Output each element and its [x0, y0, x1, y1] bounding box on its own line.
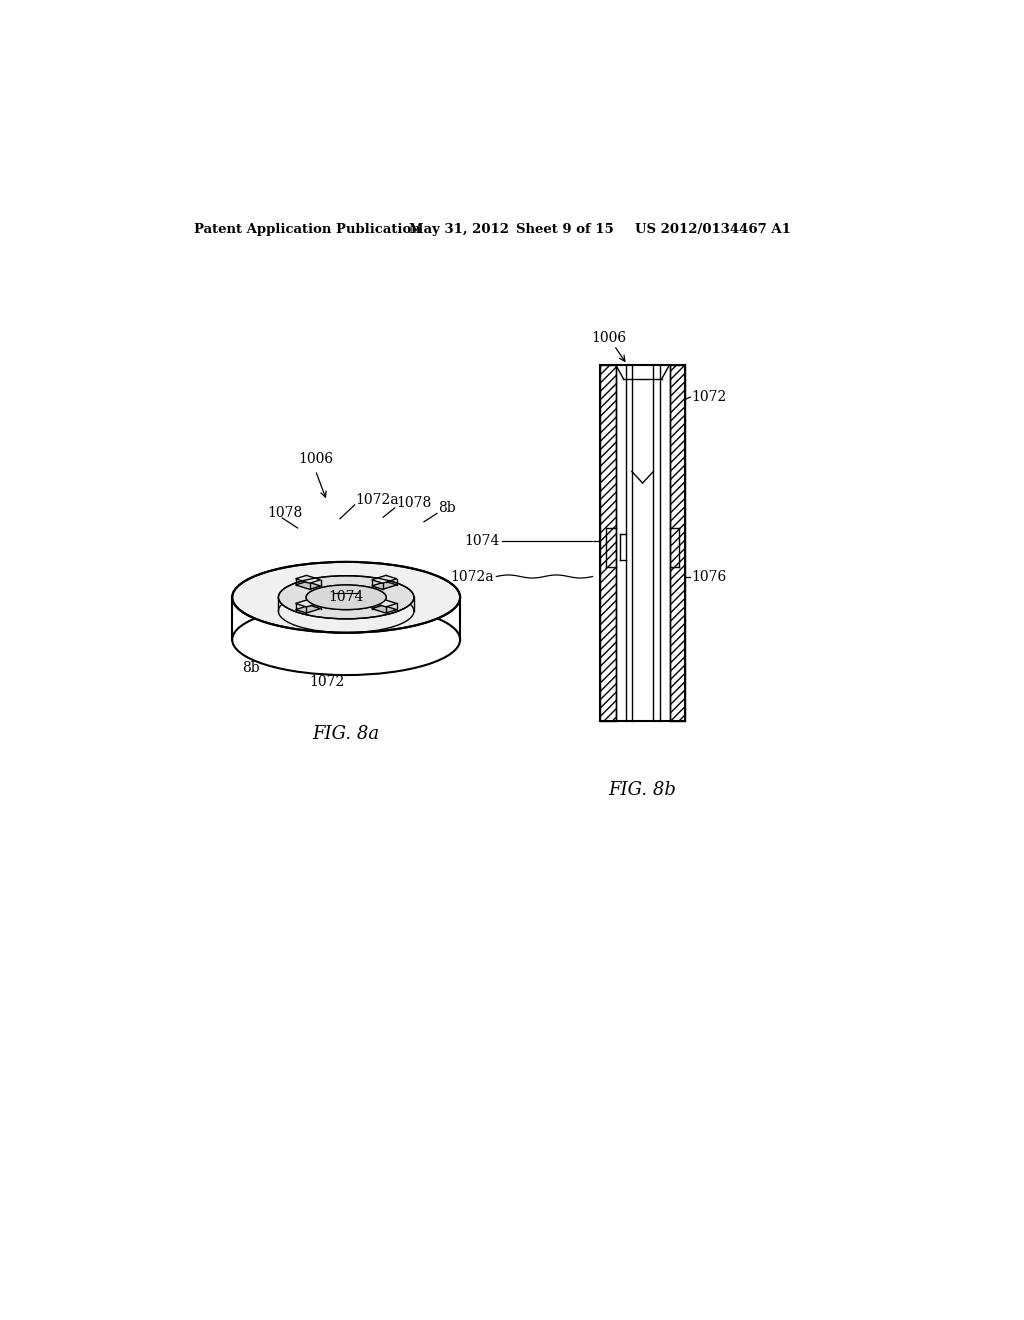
Ellipse shape [306, 585, 386, 610]
Text: 1074: 1074 [465, 535, 500, 548]
Polygon shape [296, 576, 321, 583]
Text: 1006: 1006 [591, 331, 626, 345]
Text: 1006: 1006 [298, 451, 334, 466]
Text: 1072: 1072 [309, 675, 344, 689]
Text: 1074: 1074 [329, 590, 364, 605]
Text: Sheet 9 of 15: Sheet 9 of 15 [515, 223, 613, 236]
Ellipse shape [306, 585, 386, 610]
Polygon shape [372, 582, 396, 589]
Polygon shape [372, 606, 396, 612]
Text: 1078: 1078 [267, 506, 303, 520]
Polygon shape [296, 606, 321, 612]
Polygon shape [670, 364, 685, 721]
Text: US 2012/0134467 A1: US 2012/0134467 A1 [635, 223, 791, 236]
Text: 8b: 8b [438, 502, 456, 515]
Text: 1072a: 1072a [451, 569, 494, 583]
Text: 1074: 1074 [329, 590, 364, 605]
Polygon shape [296, 582, 321, 589]
Text: 1078: 1078 [396, 495, 431, 510]
Text: 8b: 8b [243, 661, 260, 675]
Text: 1076: 1076 [691, 569, 726, 583]
Polygon shape [600, 364, 615, 721]
Text: May 31, 2012: May 31, 2012 [410, 223, 509, 236]
Ellipse shape [232, 562, 460, 632]
Text: FIG. 8a: FIG. 8a [312, 726, 380, 743]
Polygon shape [296, 599, 321, 607]
Ellipse shape [279, 576, 414, 619]
Text: 1072a: 1072a [355, 492, 399, 507]
Text: FIG. 8b: FIG. 8b [608, 781, 677, 799]
Text: 1072: 1072 [691, 391, 726, 404]
Text: Patent Application Publication: Patent Application Publication [195, 223, 421, 236]
Polygon shape [372, 599, 396, 607]
Polygon shape [372, 576, 396, 583]
